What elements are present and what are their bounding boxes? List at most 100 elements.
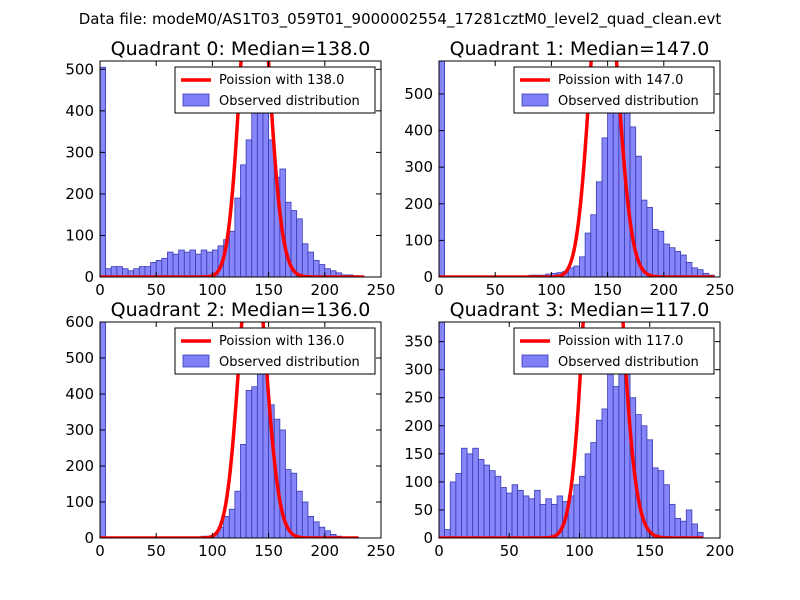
histogram-bar	[262, 110, 270, 277]
histogram-bar	[674, 517, 682, 538]
subplot-title: Quadrant 0: Median=138.0	[111, 38, 371, 60]
legend: Poission with 138.0 Observed distribution	[174, 66, 376, 114]
x-tick-label: 200	[310, 542, 339, 560]
histogram-bar	[477, 459, 485, 538]
x-tick-label: 100	[198, 542, 227, 560]
x-tick-label: 150	[635, 542, 664, 560]
legend-hist-swatch	[521, 93, 549, 107]
histogram-bar	[669, 503, 676, 538]
y-tick-label: 200	[65, 185, 94, 203]
x-tick-label: 150	[254, 281, 283, 299]
y-tick-label: 500	[65, 60, 94, 78]
y-tick-label: 200	[404, 195, 433, 213]
histogram-bar	[573, 484, 580, 538]
histogram-bar	[189, 249, 196, 277]
y-tick-label: 400	[65, 102, 94, 120]
x-tick-label: 200	[649, 281, 678, 299]
legend-hist-label: Observed distribution	[219, 94, 360, 109]
x-tick-label: 50	[486, 281, 505, 299]
x-tick-label: 0	[434, 281, 444, 299]
histogram-bar	[539, 503, 547, 538]
histogram-bar	[245, 389, 253, 538]
histogram-bar	[551, 503, 558, 538]
histogram-bar	[607, 369, 614, 538]
histogram-bar	[663, 243, 670, 277]
legend-hist-swatch	[521, 354, 549, 368]
histogram-bar	[607, 104, 614, 277]
y-tick-label: 300	[65, 421, 94, 439]
histogram-bar	[290, 472, 298, 538]
subplot-title: Quadrant 2: Median=136.0	[111, 299, 371, 321]
subplot-3: Quadrant 3: Median=117.0 0 50 100 150 200 0 50 1…	[404, 299, 735, 560]
histogram-bar	[691, 523, 698, 538]
histogram-bar	[245, 139, 253, 277]
histogram-bar	[223, 516, 230, 538]
subplot-grid: Quadrant 0: Median=138.0 0 50 100 150 200 250 0…	[65, 38, 735, 560]
y-tick-label: 400	[65, 385, 94, 403]
histogram-bar	[517, 489, 524, 538]
histogram-bar	[545, 498, 552, 538]
y-tick-label: 100	[404, 231, 433, 249]
histogram-bar	[500, 487, 507, 538]
histogram-bar	[307, 251, 314, 277]
y-tick-label: 600	[65, 313, 94, 331]
histogram-bar	[685, 261, 693, 277]
histogram-bar	[579, 256, 586, 277]
x-tick-label: 0	[95, 281, 105, 299]
histogram-bar	[206, 251, 213, 277]
x-tick-label: 100	[537, 281, 566, 299]
histogram-bar	[657, 230, 665, 277]
y-tick-label: 0	[84, 529, 94, 547]
subplot-title: Quadrant 3: Median=117.0	[450, 299, 710, 321]
histogram-bar	[172, 253, 180, 277]
x-tick-label: 50	[500, 542, 519, 560]
y-tick-label: 400	[404, 122, 433, 140]
histogram-bar	[680, 254, 687, 277]
x-tick-label: 250	[367, 542, 396, 560]
subplot-0: Quadrant 0: Median=138.0 0 50 100 150 200 250 0…	[65, 38, 395, 299]
histogram-bar	[646, 207, 653, 277]
histogram-bar	[579, 475, 586, 538]
y-tick-label: 250	[404, 389, 433, 407]
y-tick-label: 0	[84, 268, 94, 286]
histogram-bar	[228, 230, 236, 277]
histogram-bar	[439, 322, 446, 538]
histogram-bar	[313, 521, 320, 538]
histogram-bar	[256, 89, 264, 277]
x-tick-label: 100	[198, 281, 227, 299]
histogram-bar	[590, 442, 597, 538]
legend: Poission with 136.0 Observed distribution	[174, 327, 376, 375]
subplot-1: Quadrant 1: Median=147.0 0 50 100 150 200 250 0…	[404, 38, 734, 299]
y-tick-label: 300	[65, 143, 94, 161]
figure-suptitle: Data file: modeM0/AS1T03_059T01_90000025…	[79, 10, 722, 29]
histogram-bar	[573, 265, 580, 277]
histogram-bar	[494, 475, 502, 538]
histogram-bar	[318, 264, 326, 277]
x-tick-label: 200	[706, 542, 735, 560]
y-tick-label: 500	[65, 349, 94, 367]
histogram-bar	[483, 464, 490, 538]
histogram-bar	[595, 419, 603, 538]
x-tick-label: 200	[310, 281, 339, 299]
histogram-bar	[472, 447, 479, 538]
y-tick-label: 50	[414, 501, 433, 519]
y-tick-label: 500	[404, 85, 433, 103]
histogram-bar	[167, 251, 174, 277]
histogram-bar	[178, 249, 185, 277]
legend-hist-label: Observed distribution	[558, 94, 699, 109]
histogram-bar	[601, 408, 608, 538]
histogram-bar	[601, 137, 608, 277]
subplot-2: Quadrant 2: Median=136.0 0 50 100 150 200 250 0…	[65, 299, 396, 560]
legend: Poission with 147.0 Observed distribution	[513, 66, 715, 114]
histogram-bar	[590, 214, 597, 277]
histogram-bar	[680, 520, 687, 538]
histogram-bar	[161, 257, 168, 277]
histogram-bar	[301, 243, 309, 277]
histogram-bar	[251, 386, 258, 538]
histogram-bar	[652, 229, 659, 277]
histogram-bar	[652, 467, 659, 538]
histogram-bar	[313, 259, 320, 277]
x-tick-label: 50	[147, 542, 166, 560]
histogram-bar	[534, 489, 541, 538]
histogram-bar	[612, 386, 620, 538]
